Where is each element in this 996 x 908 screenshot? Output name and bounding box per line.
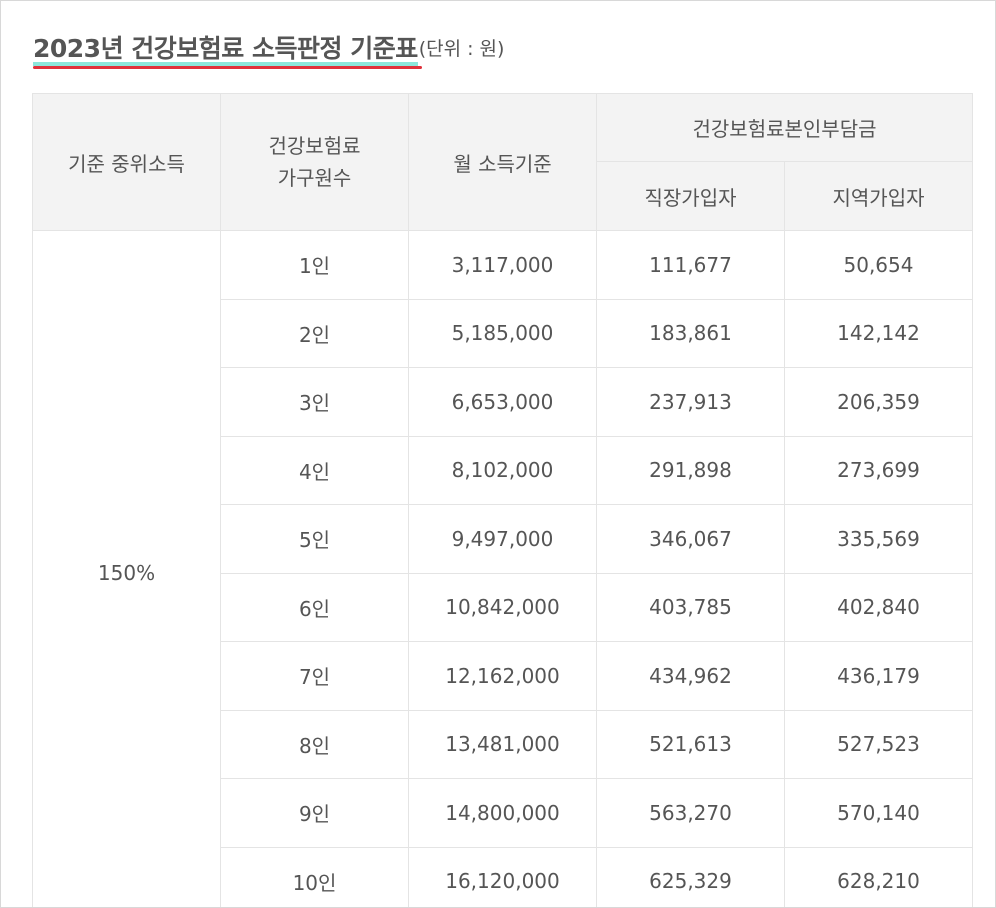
cell-household-members: 8인 (220, 709, 409, 779)
table-row: 6인 10,842,000 403,785 402,840 (33, 572, 973, 642)
cell-regional-premium: 527,523 (784, 709, 973, 779)
cell-household-members: 3인 (220, 367, 409, 437)
title-highlight (33, 62, 418, 66)
cell-regional-premium: 335,569 (784, 504, 973, 574)
cell-regional-premium: 436,179 (784, 641, 973, 711)
unit-label: (단위 : 원) (418, 38, 505, 60)
cell-employee-premium: 563,270 (596, 778, 785, 848)
cell-employee-premium: 291,898 (596, 435, 785, 505)
table-row: 8인 13,481,000 521,613 527,523 (33, 709, 973, 779)
cell-employee-premium: 111,677 (596, 230, 785, 300)
table-row: 10인 16,120,000 625,329 628,210 (33, 846, 973, 907)
table-row: 2인 5,185,000 183,861 142,142 (33, 298, 973, 368)
cell-household-members: 1인 (220, 230, 409, 300)
cell-regional-premium: 628,210 (784, 846, 973, 907)
cell-monthly-income: 10,842,000 (408, 572, 597, 642)
cell-regional-premium: 402,840 (784, 572, 973, 642)
title-underline (33, 66, 422, 69)
base-median-percent: 150% (32, 230, 221, 907)
header-premium-group: 건강보험료본인부담금 (596, 93, 973, 162)
table-row: 5인 9,497,000 346,067 335,569 (33, 504, 973, 574)
cell-monthly-income: 3,117,000 (408, 230, 597, 300)
cell-household-members: 7인 (220, 641, 409, 711)
cell-household-members: 2인 (220, 298, 409, 368)
table-title: 2023년 건강보험료 소득판정 기준표 (33, 31, 422, 69)
cell-household-members: 5인 (220, 504, 409, 574)
table-row: 7인 12,162,000 434,962 436,179 (33, 641, 973, 711)
title-row: 2023년 건강보험료 소득판정 기준표 (단위 : 원) (33, 31, 504, 71)
cell-monthly-income: 16,120,000 (408, 846, 597, 907)
cell-employee-premium: 521,613 (596, 709, 785, 779)
header-regional: 지역가입자 (784, 161, 973, 231)
cell-regional-premium: 50,654 (784, 230, 973, 300)
header-household-line1: 건강보험료 (268, 134, 361, 158)
table-row: 9인 14,800,000 563,270 570,140 (33, 778, 973, 848)
cell-employee-premium: 403,785 (596, 572, 785, 642)
cell-employee-premium: 183,861 (596, 298, 785, 368)
cell-monthly-income: 13,481,000 (408, 709, 597, 779)
cell-household-members: 6인 (220, 572, 409, 642)
cell-regional-premium: 206,359 (784, 367, 973, 437)
table-body: 150% 1인 3,117,000 111,677 50,654 2인 5,185,000 1… (32, 230, 973, 907)
cell-household-members: 4인 (220, 435, 409, 505)
cell-monthly-income: 14,800,000 (408, 778, 597, 848)
cell-household-members: 9인 (220, 778, 409, 848)
cell-regional-premium: 273,699 (784, 435, 973, 505)
cell-monthly-income: 6,653,000 (408, 367, 597, 437)
cell-monthly-income: 12,162,000 (408, 641, 597, 711)
header-employee: 직장가입자 (596, 161, 785, 231)
header-monthly-income: 월 소득기준 (408, 93, 597, 231)
header-household-members: 건강보험료 가구원수 (220, 93, 409, 231)
income-criteria-table: 기준 중위소득 건강보험료 가구원수 월 소득기준 건강보험료본인부담금 직장가… (32, 93, 973, 907)
cell-monthly-income: 5,185,000 (408, 298, 597, 368)
header-median-income: 기준 중위소득 (32, 93, 221, 231)
cell-employee-premium: 237,913 (596, 367, 785, 437)
cell-employee-premium: 625,329 (596, 846, 785, 907)
table-title-text: 2023년 건강보험료 소득판정 기준표 (33, 34, 418, 63)
cell-monthly-income: 8,102,000 (408, 435, 597, 505)
cell-employee-premium: 346,067 (596, 504, 785, 574)
header-household-line2: 가구원수 (277, 166, 352, 190)
cell-regional-premium: 142,142 (784, 298, 973, 368)
cell-regional-premium: 570,140 (784, 778, 973, 848)
table-row: 150% 1인 3,117,000 111,677 50,654 (32, 230, 973, 907)
cell-monthly-income: 9,497,000 (408, 504, 597, 574)
cell-household-members: 10인 (220, 846, 409, 907)
cell-employee-premium: 434,962 (596, 641, 785, 711)
